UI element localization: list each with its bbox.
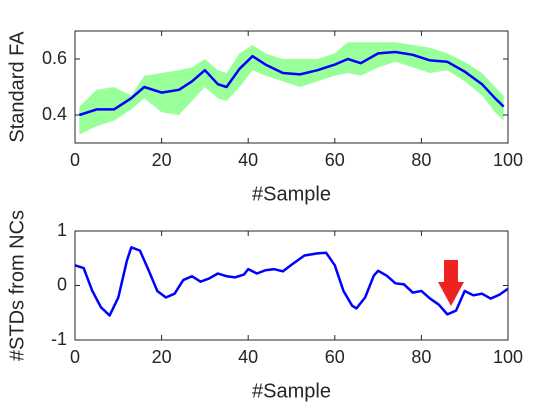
x-tick-label: 40 — [238, 347, 258, 367]
data-line — [78, 50, 505, 117]
y-axis-label: #STDs from NCs — [6, 210, 28, 361]
x-tick-label: 60 — [325, 347, 345, 367]
x-tick-label: 20 — [152, 150, 172, 170]
range-band — [79, 42, 504, 135]
y-tick-label: 1 — [57, 220, 67, 240]
x-tick-label: 40 — [238, 150, 258, 170]
y-tick-label: 0.6 — [42, 48, 67, 68]
x-axis-label: #Sample — [252, 380, 331, 402]
x-tick-label: 60 — [325, 150, 345, 170]
x-tick-label: 100 — [493, 347, 523, 367]
x-axis-label: #Sample — [252, 183, 331, 205]
x-tick-label: 20 — [152, 347, 172, 367]
arrow-head — [438, 282, 464, 306]
axes-box — [74, 30, 509, 144]
x-tick-label: 0 — [70, 150, 80, 170]
arrow-annotation — [438, 260, 464, 306]
x-tick-label: 80 — [411, 150, 431, 170]
arrow-shaft — [444, 260, 458, 282]
data-line — [74, 246, 509, 317]
x-tick-label: 80 — [411, 347, 431, 367]
y-tick-label: -1 — [51, 329, 67, 349]
y-tick-label: 0 — [57, 274, 67, 294]
x-tick-label: 100 — [493, 150, 523, 170]
x-tick-label: 0 — [70, 347, 80, 367]
y-axis-label: Standard FA — [6, 31, 28, 143]
y-tick-label: 0.4 — [42, 104, 67, 124]
